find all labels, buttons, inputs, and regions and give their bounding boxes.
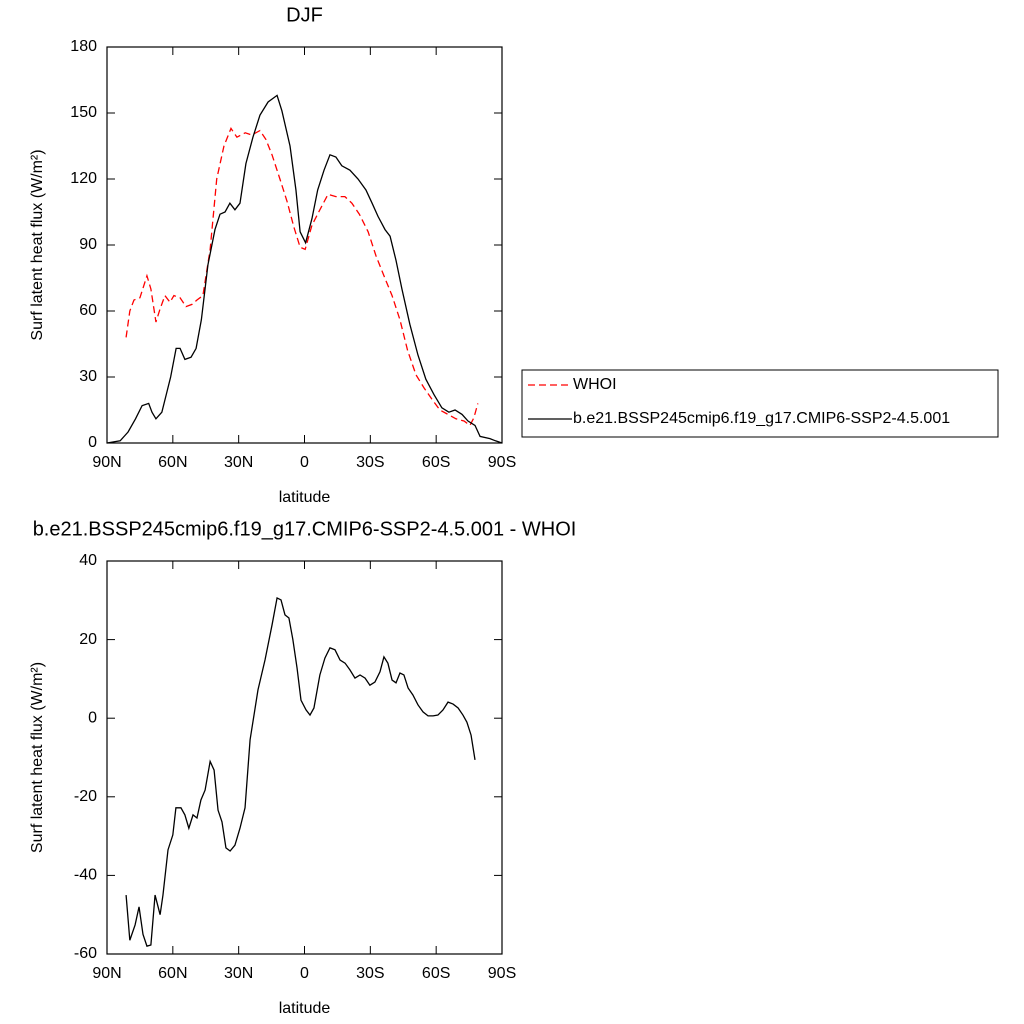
y-tick-label: 20 [79, 631, 97, 648]
y-tick-label: -40 [74, 867, 97, 884]
legend-label: b.e21.BSSP245cmip6.f19_g17.CMIP6-SSP2-4.… [573, 410, 950, 427]
chart-title: b.e21.BSSP245cmip6.f19_g17.CMIP6-SSP2-4.… [33, 518, 577, 540]
x-tick-label: 60S [422, 454, 450, 471]
x-tick-label: 0 [300, 965, 309, 982]
x-tick-label: 90N [92, 965, 121, 982]
y-tick-label: 30 [79, 368, 97, 385]
x-tick-label: 0 [300, 454, 309, 471]
x-axis-label: latitude [279, 1000, 331, 1017]
x-tick-label: 30S [356, 454, 384, 471]
x-tick-label: 90S [488, 965, 516, 982]
x-tick-label: 60S [422, 965, 450, 982]
legend-box [521, 369, 999, 438]
x-tick-label: 30S [356, 965, 384, 982]
y-axis-label: Surf latent heat flux (W/m²) [29, 662, 46, 853]
y-tick-label: 150 [70, 104, 97, 121]
legend-label: WHOI [573, 376, 617, 393]
data-line [125, 596, 476, 947]
y-tick-label: 40 [79, 552, 97, 569]
plot-frame [106, 560, 503, 955]
x-tick-label: 30N [224, 454, 253, 471]
x-tick-label: 90S [488, 454, 516, 471]
data-line [125, 127, 479, 427]
y-axis-label: Surf latent heat flux (W/m²) [29, 149, 46, 340]
data-line [106, 94, 503, 444]
y-tick-label: 120 [70, 170, 97, 187]
y-tick-label: 60 [79, 302, 97, 319]
x-tick-label: 30N [224, 965, 253, 982]
y-tick-label: 0 [88, 709, 97, 726]
x-tick-label: 60N [158, 965, 187, 982]
y-tick-label: 90 [79, 236, 97, 253]
y-tick-label: 0 [88, 434, 97, 451]
chart-title: DJF [286, 4, 323, 26]
y-tick-label: 180 [70, 38, 97, 55]
x-tick-label: 90N [92, 454, 121, 471]
plot-frame [106, 46, 503, 444]
x-axis-label: latitude [279, 489, 331, 506]
y-tick-label: -60 [74, 945, 97, 962]
x-tick-label: 60N [158, 454, 187, 471]
y-tick-label: -20 [74, 788, 97, 805]
